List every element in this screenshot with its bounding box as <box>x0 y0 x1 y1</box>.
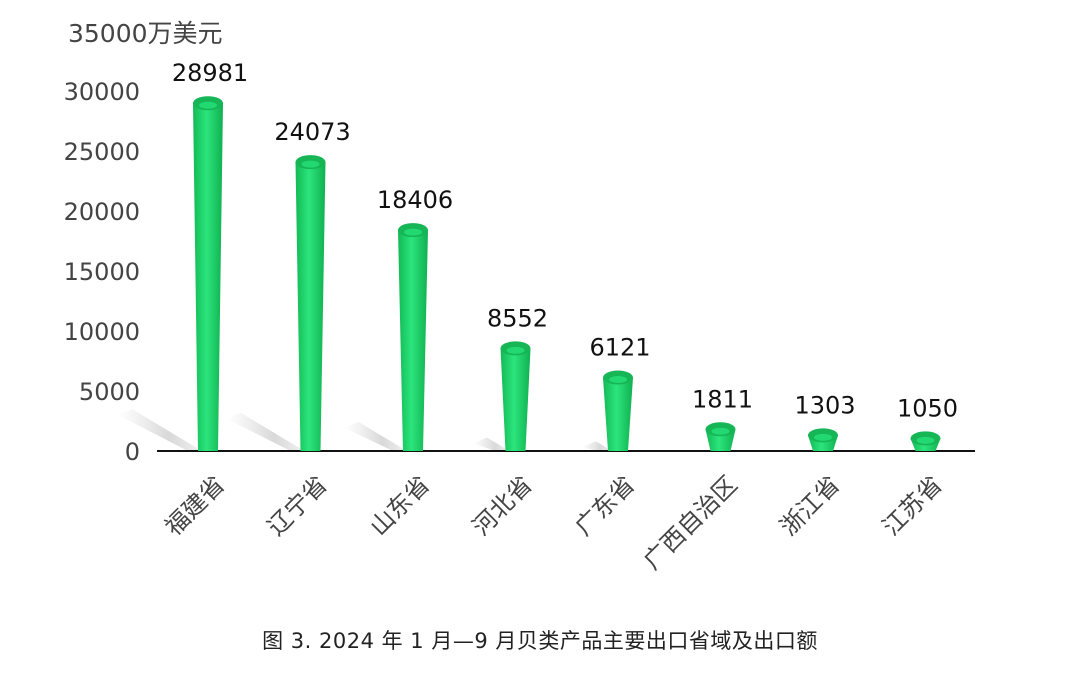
value-label: 24073 <box>274 118 350 146</box>
bar <box>295 162 326 451</box>
category-label: 山东省 <box>365 470 436 541</box>
category-label: 广东省 <box>570 470 641 541</box>
value-label: 28981 <box>172 59 248 87</box>
bar-shadow <box>344 421 407 451</box>
y-tick-label: 0 <box>125 438 140 466</box>
bar-top-highlight <box>301 160 320 168</box>
bar-top-highlight <box>814 433 832 441</box>
bar-top-highlight <box>199 101 217 109</box>
value-label: 6121 <box>589 334 650 362</box>
y-tick-label: 20000 <box>64 198 140 226</box>
bar-chart: 35000万美元 050001000015000200002500030000 … <box>64 19 975 575</box>
y-tick-label: 10000 <box>64 318 140 346</box>
y-tick-label: 30000 <box>64 78 140 106</box>
value-labels: 28981 24073 18406 8552 6121 1811 1303 1050 <box>172 59 958 422</box>
y-tick-label: 25000 <box>64 138 140 166</box>
bar-shadow <box>472 437 510 451</box>
bars <box>193 96 941 451</box>
category-label: 江苏省 <box>877 470 948 541</box>
bar-shadow <box>226 412 305 451</box>
value-label: 1050 <box>897 394 958 422</box>
bar-top-highlight <box>916 436 935 444</box>
category-label: 浙江省 <box>775 470 846 541</box>
bar-top-highlight <box>711 427 730 435</box>
category-label: 辽宁省 <box>262 470 333 541</box>
value-label: 18406 <box>377 186 453 214</box>
category-label: 广西自治区 <box>638 470 743 575</box>
bar-top-highlight <box>506 346 525 354</box>
value-label: 1303 <box>794 391 855 419</box>
category-label: 河北省 <box>467 470 538 541</box>
figure-caption: 图 3. 2024 年 1 月—9 月贝类产品主要出口省域及出口额 <box>262 629 818 653</box>
bar-shadows <box>118 409 612 451</box>
bar-shadow <box>581 441 612 451</box>
value-label: 1811 <box>692 385 753 413</box>
bar <box>193 103 223 451</box>
bar-top-highlight <box>404 228 422 236</box>
bar <box>603 377 633 451</box>
y-tick-label: 5000 <box>79 378 140 406</box>
bar <box>398 230 428 451</box>
bar-shadow <box>118 409 202 451</box>
bar-top-highlight <box>609 376 627 384</box>
y-axis-unit-label: 35000万美元 <box>68 19 223 48</box>
category-label: 福建省 <box>160 470 231 541</box>
value-label: 8552 <box>487 304 548 332</box>
y-axis: 35000万美元 0 5000 10000 15000 20000 25000 30000 <box>64 19 223 466</box>
y-tick-label: 15000 <box>64 258 140 286</box>
bar <box>500 348 531 451</box>
